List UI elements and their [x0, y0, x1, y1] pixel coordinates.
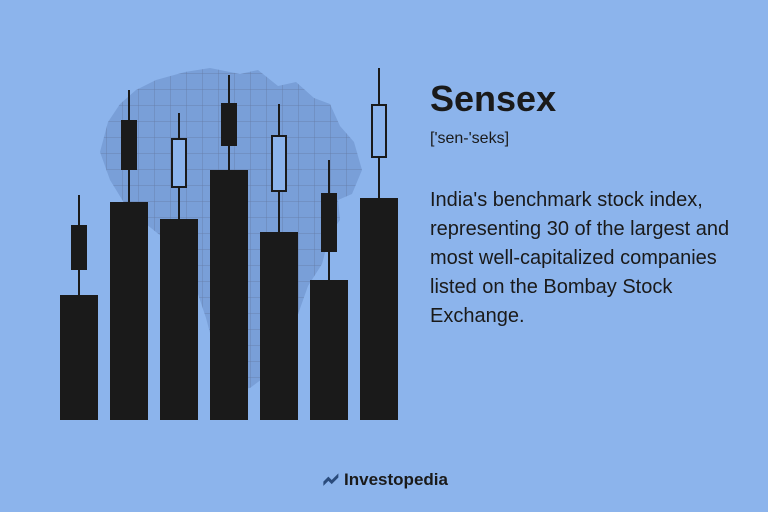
term-title: Sensex [430, 78, 730, 120]
bar [60, 295, 98, 420]
investopedia-logo-icon [320, 470, 340, 490]
term-definition: India's benchmark stock index, represent… [430, 186, 730, 331]
candle-body [121, 120, 137, 170]
candle-body [171, 138, 187, 188]
bar [160, 219, 198, 420]
candle-body [271, 135, 287, 192]
candle-body [321, 193, 337, 252]
candle-body [371, 104, 387, 158]
investopedia-logo-text: Investopedia [344, 470, 448, 490]
investopedia-logo: Investopedia [320, 470, 448, 490]
infographic-container: Sensex ['sen-'seks] India's benchmark st… [0, 0, 768, 512]
bar [110, 202, 148, 420]
term-pronunciation: ['sen-'seks] [430, 130, 730, 148]
text-panel: Sensex ['sen-'seks] India's benchmark st… [430, 78, 730, 331]
bar [360, 198, 398, 420]
bar [310, 280, 348, 420]
chart-area [60, 60, 400, 420]
candle-body [221, 103, 237, 146]
bar [210, 170, 248, 420]
bar-and-candle-layer [60, 60, 400, 420]
candle-body [71, 225, 87, 270]
bar [260, 232, 298, 420]
